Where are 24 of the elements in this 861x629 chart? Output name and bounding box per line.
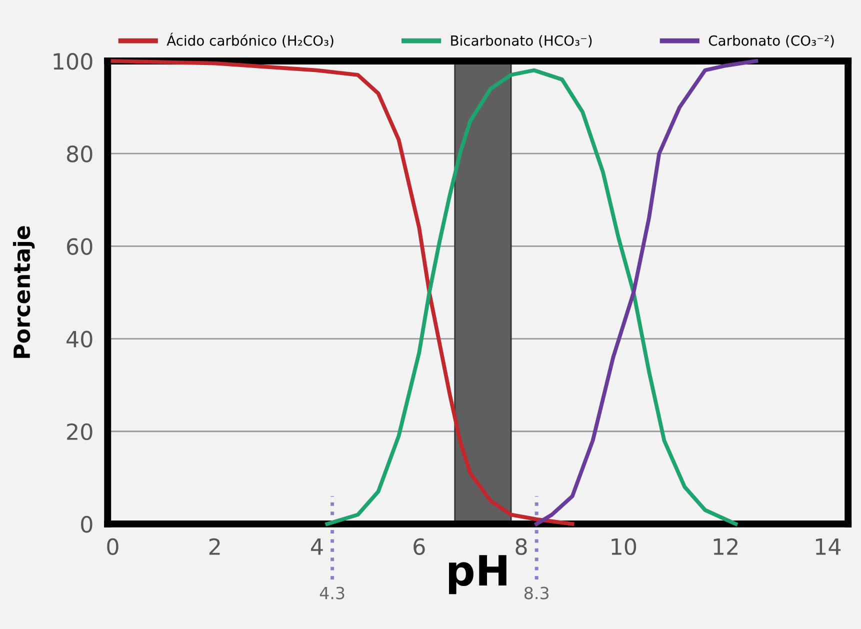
y-tick-label: 40	[66, 330, 92, 348]
legend-label: Carbonato (CO₃⁻²)	[708, 35, 834, 48]
y-tick-label: 60	[67, 238, 92, 255]
y-tick-label: 0	[81, 516, 92, 533]
x-tick-label: 12	[714, 538, 738, 555]
line-series	[110, 59, 574, 526]
line-series	[534, 59, 758, 526]
ref-line-label: 4.3	[320, 586, 344, 600]
x-tick-label: 6	[414, 538, 425, 556]
legend-label: Ácido carbónico (H₂CO₃)	[166, 32, 334, 48]
x-tick-label: 10	[612, 538, 636, 556]
line-series	[325, 68, 738, 526]
y-tick-label: 20	[67, 423, 92, 440]
legend-label: Bicarbonato (HCO₃⁻)	[451, 35, 592, 48]
y-tick-label: 80	[66, 146, 92, 162]
x-tick-label: 4	[311, 538, 323, 555]
x-axis-title: pH	[449, 555, 506, 594]
x-tick-label: 14	[816, 538, 841, 555]
y-axis-title: Porcentaje	[12, 226, 35, 358]
y-tick-label: 100	[54, 52, 92, 70]
ref-line-label: 8.3	[524, 586, 548, 600]
x-tick-label: 2	[209, 538, 220, 555]
x-tick-label: 0	[107, 538, 118, 556]
x-tick-label: 8	[516, 538, 527, 556]
